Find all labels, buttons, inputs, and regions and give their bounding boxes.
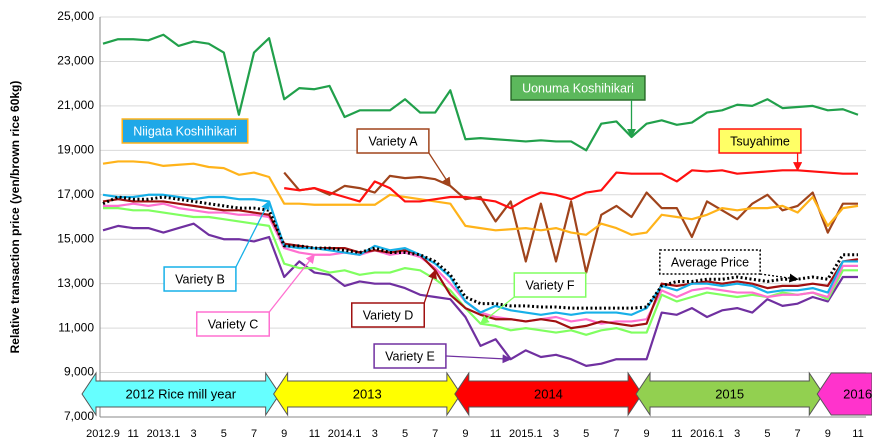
callout: Variety E [373, 343, 512, 369]
x-tick-label: 5 [764, 428, 770, 440]
x-tick-label: 7 [613, 428, 619, 440]
period-label: 2016 [843, 386, 872, 401]
y-tick-label: 15,000 [57, 231, 94, 245]
callout-box [351, 302, 425, 328]
callout-box [196, 311, 270, 337]
callout-label: Variety E [385, 349, 435, 363]
callout: Variety A [356, 128, 451, 187]
x-tick-label: 9 [462, 428, 468, 440]
x-tick-label: 9 [281, 428, 287, 440]
series-line [102, 33, 859, 152]
callout-arrow [428, 152, 451, 187]
callout: Variety C [196, 254, 315, 337]
y-tick-label: 9,000 [64, 365, 94, 379]
period-label: 2015 [715, 386, 744, 401]
callout-arrow [235, 200, 270, 268]
series-line [102, 193, 858, 316]
callout: Average Price [659, 249, 799, 283]
callout: Variety B [163, 200, 270, 292]
x-tick-label: 7 [795, 428, 801, 440]
callout-label: Variety A [368, 134, 418, 148]
x-tick-label: 2013.1 [147, 428, 181, 440]
y-tick-label: 19,000 [57, 143, 94, 157]
callout-label: Tsuyahime [730, 134, 790, 148]
period-label: 2013 [353, 386, 382, 401]
callout-box [356, 128, 430, 154]
period-arrow [816, 372, 872, 416]
x-tick-label: 9 [825, 428, 831, 440]
callout-label: Uonuma Koshihikari [522, 81, 634, 95]
period-label: 2014 [534, 386, 563, 401]
series-line [283, 171, 858, 274]
series-line [102, 198, 859, 330]
callout: Variety D [351, 269, 437, 328]
callout-box [659, 249, 761, 275]
callout-arrow [268, 254, 315, 313]
x-tick-label: 11 [309, 428, 320, 440]
x-tick-label: 2016.1 [690, 428, 724, 440]
x-tick-label: 5 [402, 428, 408, 440]
callout-arrow [760, 273, 799, 283]
y-tick-label: 21,000 [57, 98, 94, 112]
y-tick-label: 13,000 [57, 276, 94, 290]
callout: Uonuma Koshihikari [510, 75, 646, 138]
x-tick-label: 3 [553, 428, 559, 440]
x-tick-label: 11 [490, 428, 501, 440]
x-tick-label: 7 [432, 428, 438, 440]
callout: Niigata Koshihikari [121, 118, 249, 144]
y-tick-label: 17,000 [57, 187, 94, 201]
x-tick-label: 3 [372, 428, 378, 440]
series-line [102, 195, 858, 310]
series-line [102, 160, 859, 236]
callout-label: Average Price [671, 255, 749, 269]
callout-box [513, 272, 587, 298]
y-tick-label: 23,000 [57, 54, 94, 68]
y-axis-label: Relative transaction price (yen/brown ri… [8, 81, 22, 354]
callout-label: Variety C [208, 317, 258, 331]
x-tick-label: 5 [221, 428, 227, 440]
callout-box [718, 128, 802, 154]
series-line [284, 169, 858, 210]
callout-box [373, 343, 447, 369]
callout-label: Variety B [175, 272, 225, 286]
y-tick-label: 11,000 [58, 320, 94, 334]
callout-label: Variety D [363, 308, 413, 322]
x-tick-label: 2012.9 [86, 428, 120, 440]
series-line [102, 222, 858, 367]
callout-label: Niigata Koshihikari [133, 124, 237, 138]
callout: Variety F [479, 272, 587, 325]
x-tick-label: 5 [583, 428, 589, 440]
callout-arrow [479, 296, 515, 325]
callout-box [163, 266, 237, 292]
y-tick-label: 7,000 [64, 409, 94, 423]
callout-arrow [445, 354, 512, 364]
x-tick-label: 11 [852, 428, 863, 440]
callout-arrow [423, 269, 437, 304]
y-tick-label: 25,000 [57, 9, 94, 23]
x-tick-label: 2014.1 [328, 428, 362, 440]
callout-box [121, 118, 249, 144]
x-tick-label: 11 [671, 428, 682, 440]
x-tick-label: 9 [644, 428, 650, 440]
callout-box [510, 75, 646, 101]
x-tick-label: 7 [251, 428, 257, 440]
x-tick-label: 3 [191, 428, 197, 440]
x-tick-label: 11 [127, 428, 138, 440]
x-tick-label: 2015.1 [509, 428, 543, 440]
period-label: 2012 Rice mill year [126, 386, 237, 401]
callout-label: Variety F [525, 278, 574, 292]
callout: Tsuyahime [718, 128, 803, 172]
x-tick-label: 3 [734, 428, 740, 440]
